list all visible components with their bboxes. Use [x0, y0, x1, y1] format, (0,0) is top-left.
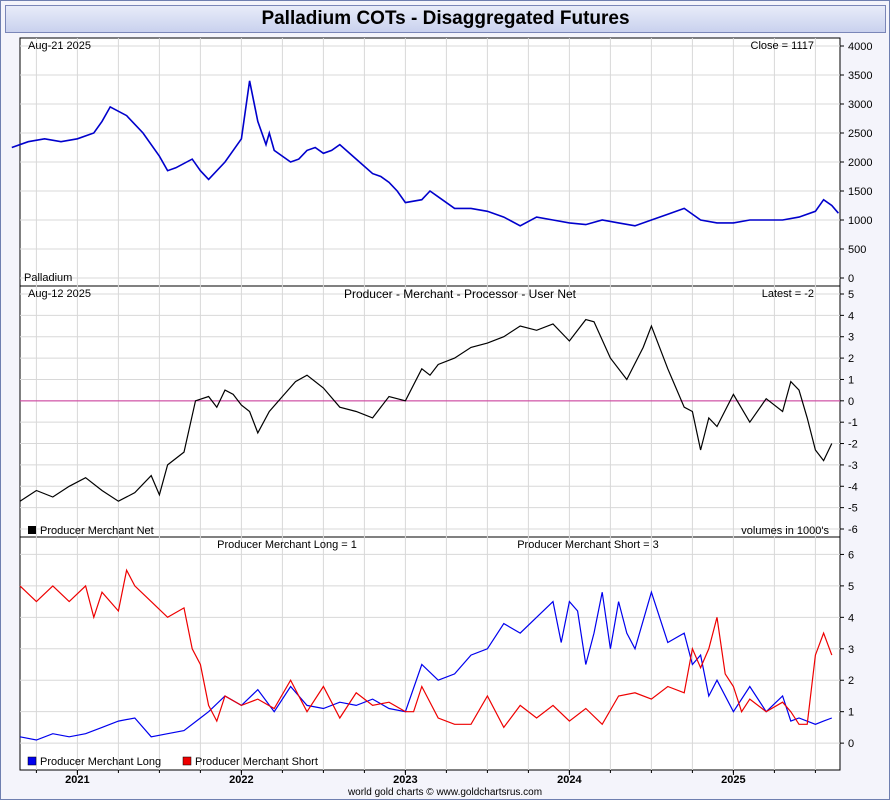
y-tick-label: -6 [848, 524, 858, 536]
net-date-label: Aug-12 2025 [28, 288, 91, 300]
price-series-label: Palladium [24, 272, 72, 284]
y-tick-label: 3 [848, 644, 854, 656]
y-tick-label: 5 [848, 581, 854, 593]
long-series-line [19, 590, 833, 741]
y-tick-label: 500 [848, 244, 866, 256]
y-tick-label: 0 [848, 396, 854, 408]
short-series-line [19, 568, 833, 729]
short-readout: Producer Merchant Short = 3 [517, 539, 659, 551]
y-tick-label: 6 [848, 549, 854, 561]
price-series-line [11, 80, 840, 227]
y-tick-label: 4 [848, 310, 854, 322]
y-tick-label: 2000 [848, 157, 872, 169]
x-tick-label: 2021 [65, 774, 89, 786]
footer-credit: world gold charts © www.goldchartsrus.co… [347, 787, 542, 798]
y-tick-label: -2 [848, 439, 858, 451]
long-legend-swatch [27, 756, 37, 766]
net-series-line [19, 318, 833, 502]
close-readout: Close = 1117 [751, 40, 815, 52]
y-tick-label: 4 [848, 612, 854, 624]
y-tick-label: 1000 [848, 215, 872, 227]
y-tick-label: 4000 [848, 41, 872, 53]
y-tick-label: -3 [848, 460, 858, 472]
x-tick-label: 2023 [393, 774, 417, 786]
net-legend-label: Producer Merchant Net [40, 525, 154, 537]
y-tick-label: 1 [848, 374, 854, 386]
price-date-label: Aug-21 2025 [28, 40, 91, 52]
net-legend-swatch [28, 526, 36, 534]
y-tick-label: 1500 [848, 186, 872, 198]
y-tick-label: 2 [848, 675, 854, 687]
y-tick-label: 5 [848, 289, 854, 301]
y-tick-label: -1 [848, 417, 858, 429]
panel-3-background [19, 536, 841, 771]
latest-readout: Latest = -2 [762, 288, 814, 300]
x-tick-label: 2024 [557, 774, 582, 786]
y-tick-label: 2 [848, 353, 854, 365]
y-tick-label: 2500 [848, 128, 872, 140]
long-legend-label: Producer Merchant Long [40, 756, 161, 768]
net-panel-title: Producer - Merchant - Processor - User N… [344, 287, 577, 301]
panel-2-background [19, 285, 841, 538]
y-tick-label: 0 [848, 273, 854, 285]
x-tick-label: 2022 [229, 774, 253, 786]
volume-note: volumes in 1000's [741, 525, 829, 537]
y-tick-label: 1 [848, 707, 854, 719]
y-tick-label: -5 [848, 503, 858, 515]
short-legend-swatch [182, 756, 192, 766]
long-readout: Producer Merchant Long = 1 [217, 539, 357, 551]
y-tick-label: 3 [848, 332, 854, 344]
y-tick-label: -4 [848, 481, 858, 493]
x-tick-label: 2025 [721, 774, 745, 786]
y-tick-label: 3500 [848, 70, 872, 82]
y-tick-label: 0 [848, 738, 854, 750]
short-legend-label: Producer Merchant Short [195, 756, 318, 768]
page-title: Palladium COTs - Disaggregated Futures [5, 5, 886, 33]
y-tick-label: 3000 [848, 99, 872, 111]
